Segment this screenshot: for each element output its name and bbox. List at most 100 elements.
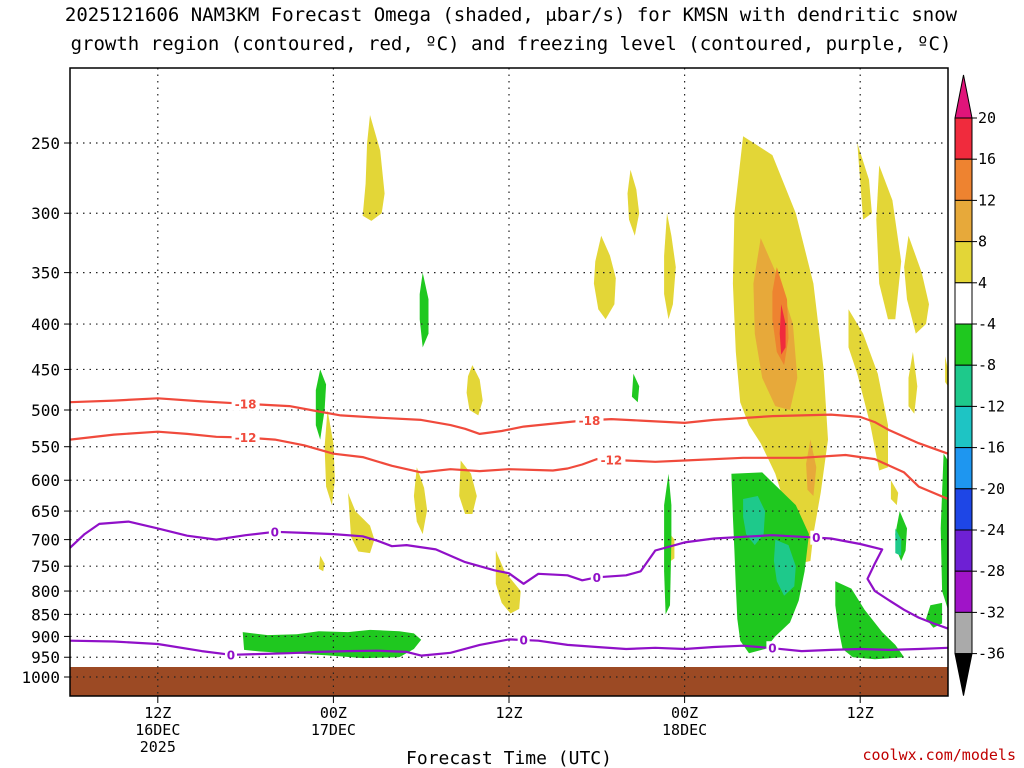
omega-region [876, 165, 902, 320]
omega-region [773, 539, 796, 596]
contour-label: -12 [235, 431, 257, 445]
y-tick-label: 600 [31, 471, 60, 490]
colorbar-label: -8 [978, 356, 996, 374]
contour-line-0 [70, 520, 948, 630]
omega-region [324, 410, 335, 506]
colorbar-label: 12 [978, 191, 996, 209]
colorbar-label: 20 [978, 109, 996, 127]
contour-label-bg [766, 641, 779, 656]
credit-text: coolwx.com/models [862, 746, 1016, 764]
colorbar-label: -4 [978, 315, 996, 333]
colorbar-label: -36 [978, 645, 1005, 663]
contour-label: 0 [593, 571, 601, 585]
colorbar-label: -20 [978, 480, 1005, 498]
y-tick-label: 550 [31, 438, 60, 457]
colorbar-label: -24 [978, 521, 1005, 539]
omega-region [908, 351, 918, 414]
contour-line--18 [70, 397, 948, 455]
contour-label-bg [231, 430, 260, 445]
colorbar-label: -16 [978, 439, 1005, 457]
contour-label-bg [517, 633, 530, 648]
x-tick-label: 16DEC [135, 721, 180, 739]
contour-label: 0 [519, 634, 527, 648]
omega-region [806, 439, 817, 496]
colorbar-swatch [954, 405, 973, 449]
y-tick-label: 650 [31, 502, 60, 521]
omega-region [743, 496, 766, 546]
contour-label-bg [575, 413, 604, 428]
contour-label-bg [231, 396, 260, 411]
x-tick-label: 12Z [495, 704, 522, 722]
y-tick-label: 950 [31, 648, 60, 667]
contour-label-bg [810, 530, 823, 545]
omega-region [627, 169, 640, 236]
omega-region [664, 213, 676, 320]
y-tick-label: 500 [31, 401, 60, 420]
y-tick-label: 300 [31, 204, 60, 223]
omega-region [593, 235, 616, 320]
y-tick-label: 1000 [21, 668, 60, 687]
omega-region [890, 480, 899, 506]
chart-title-line-1: 2025121606 NAM3KM Forecast Omega (shaded… [65, 4, 958, 26]
x-tick-label: 00Z [671, 704, 698, 722]
colorbar-swatch [954, 323, 973, 366]
contour-label: 0 [271, 525, 279, 539]
y-tick-label: 850 [31, 605, 60, 624]
contour-label-bg [224, 647, 237, 662]
contour-label: 0 [768, 642, 776, 656]
contour-label: 0 [812, 531, 820, 545]
contour-label: -12 [601, 453, 623, 467]
colorbar-label: 8 [978, 233, 987, 251]
contour-label: -18 [235, 397, 257, 411]
colorbar-swatch [954, 241, 973, 284]
colorbar-swatch [954, 529, 973, 572]
colorbar-label: 4 [978, 274, 987, 292]
omega-region [318, 555, 325, 572]
contour-lines: -18 -18 -12 -12 0 0 0 0 0 0 [70, 396, 948, 662]
omega-region [631, 373, 640, 403]
x-tick-label: 2025 [140, 738, 176, 756]
y-tick-label: 800 [31, 582, 60, 601]
colorbar-swatch [954, 488, 973, 531]
omega-region [940, 453, 948, 610]
grid-lines [70, 68, 948, 696]
contour-label-bg [597, 452, 626, 467]
y-tick-label: 250 [31, 134, 60, 153]
y-axis-ticks: 250 300 350 400 450 500 550 600 650 700 750 800 850 9… [21, 134, 70, 687]
x-tick-label: 17DEC [311, 721, 356, 739]
terrain-ground [70, 667, 948, 696]
omega-region [459, 460, 477, 514]
y-tick-label: 400 [31, 315, 60, 334]
colorbar-label: -12 [978, 397, 1005, 415]
contour-label-bg [268, 524, 281, 539]
contour-label: 0 [227, 648, 235, 662]
contour-label: -18 [579, 414, 601, 428]
y-tick-label: 750 [31, 557, 60, 576]
omega-region [857, 143, 872, 220]
x-tick-label: 12Z [847, 704, 874, 722]
omega-region [664, 473, 672, 615]
chart-title-line-2: growth region (contoured, red, ºC) and f… [71, 33, 952, 55]
omega-region [835, 581, 905, 660]
omega-region [466, 365, 483, 416]
colorbar-swatch [954, 282, 973, 325]
colorbar: 20 16 12 8 4 -4 -8 -12 -16 -20 -24 -28 -32 -36 [954, 74, 1005, 696]
x-tick-label: 12Z [144, 704, 171, 722]
omega-region [895, 528, 902, 556]
colorbar-swatch [954, 364, 973, 407]
colorbar-swatch [954, 447, 973, 490]
omega-region [362, 115, 385, 221]
omega-region [315, 369, 327, 440]
colorbar-bottom-cap [954, 653, 973, 696]
x-axis-title: Forecast Time (UTC) [406, 748, 612, 768]
colorbar-swatch [954, 117, 973, 160]
y-tick-label: 700 [31, 531, 60, 550]
colorbar-swatch [954, 611, 973, 655]
colorbar-label: -28 [978, 562, 1005, 580]
colorbar-swatch [954, 199, 973, 243]
omega-region [848, 309, 888, 471]
colorbar-label: 16 [978, 150, 996, 168]
colorbar-label: -32 [978, 603, 1005, 621]
